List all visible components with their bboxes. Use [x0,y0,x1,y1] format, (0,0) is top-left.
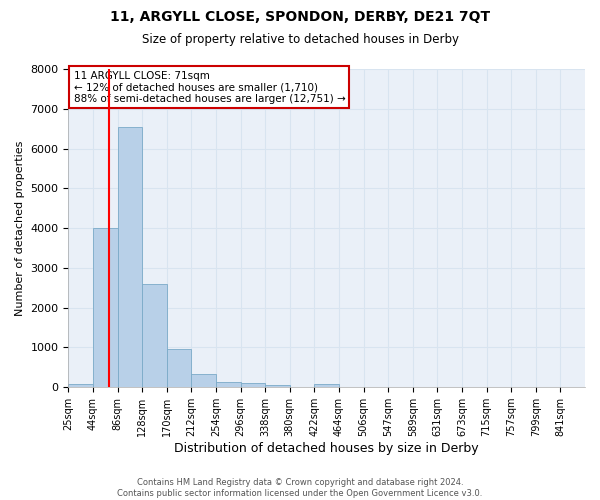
Text: 11, ARGYLL CLOSE, SPONDON, DERBY, DE21 7QT: 11, ARGYLL CLOSE, SPONDON, DERBY, DE21 7… [110,10,490,24]
Text: Contains HM Land Registry data © Crown copyright and database right 2024.
Contai: Contains HM Land Registry data © Crown c… [118,478,482,498]
Bar [191,374,216,387]
Bar [142,284,167,387]
Bar [93,228,118,387]
X-axis label: Distribution of detached houses by size in Derby: Distribution of detached houses by size … [175,442,479,455]
Bar [118,126,142,387]
Bar [167,350,191,387]
Bar [68,384,93,387]
Text: Size of property relative to detached houses in Derby: Size of property relative to detached ho… [142,32,458,46]
Bar [241,383,265,387]
Bar [314,384,339,387]
Y-axis label: Number of detached properties: Number of detached properties [15,140,25,316]
Bar [216,382,241,387]
Text: 11 ARGYLL CLOSE: 71sqm
← 12% of detached houses are smaller (1,710)
88% of semi-: 11 ARGYLL CLOSE: 71sqm ← 12% of detached… [74,70,346,104]
Bar [265,385,290,387]
